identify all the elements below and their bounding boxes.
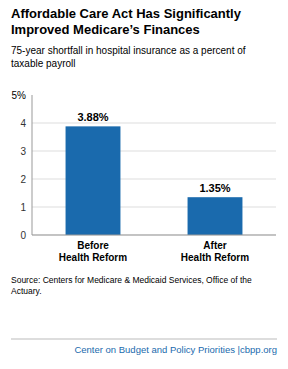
title: Affordable Care Act Has SignificantlyImp… [11, 6, 242, 37]
data-label: 1.35% [199, 182, 230, 194]
y-tick-label: 1 [20, 202, 26, 213]
data-label: 3.88% [77, 111, 108, 123]
source: Source: Centers for Medicare & Medicaid … [11, 275, 252, 296]
y-axis-line [32, 95, 33, 235]
grid-line [32, 123, 276, 124]
grid-line [32, 235, 276, 236]
footer-divider [11, 339, 277, 340]
footer: Center on Budget and Policy Priorities |… [74, 344, 277, 355]
bar [66, 126, 121, 235]
subtitle: 75-year shortfall in hospital insurance … [11, 45, 246, 69]
bar [188, 197, 243, 235]
annotation: 5% [12, 90, 27, 101]
x-axis-line [32, 235, 276, 236]
x-tick-label: BeforeHealth Reform [59, 240, 127, 263]
x-tick-label: AfterHealth Reform [181, 240, 249, 263]
bars [66, 126, 243, 235]
y-tick-label: 4 [20, 118, 26, 129]
y-tick-label: 2 [20, 174, 26, 185]
grid [32, 123, 276, 235]
chart: Affordable Care Act Has SignificantlyImp… [0, 0, 288, 369]
y-tick-label: 3 [20, 146, 26, 157]
y-tick-label: 0 [20, 230, 26, 241]
